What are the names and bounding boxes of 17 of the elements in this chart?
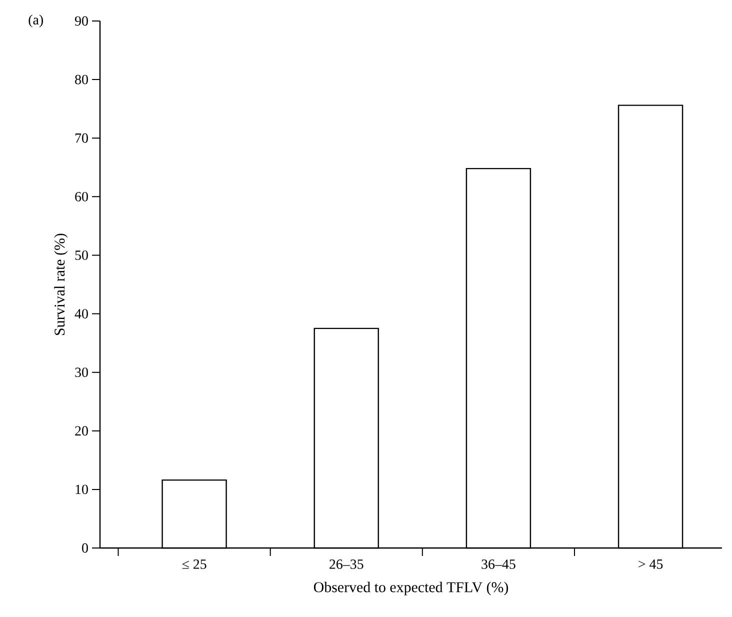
x-tick-label: > 45 [638,560,663,569]
text: (a) [28,14,43,28]
y-tick-label: 0 [82,543,88,553]
y-tick-label: 60 [75,192,88,202]
y-tick-label: 80 [75,74,88,84]
y-tick-label: 50 [75,250,88,260]
y-tick-label: 70 [75,133,88,143]
x-tick-label: 36–45 [482,560,516,569]
y-axis-title: Survival rate (%) [54,234,68,335]
x-tick-label: 26–35 [330,560,364,569]
y-tick-label: 90 [74,16,88,26]
x-axis-title: Observed to expected TFLV (%) [314,582,508,596]
y-tick-label: 30 [75,368,88,378]
x-tick-label: ≤ 25 [182,560,206,569]
y-tick-label: 20 [75,426,88,436]
y-tick-label: 10 [76,484,88,494]
y-tick-label: 40 [74,309,88,318]
